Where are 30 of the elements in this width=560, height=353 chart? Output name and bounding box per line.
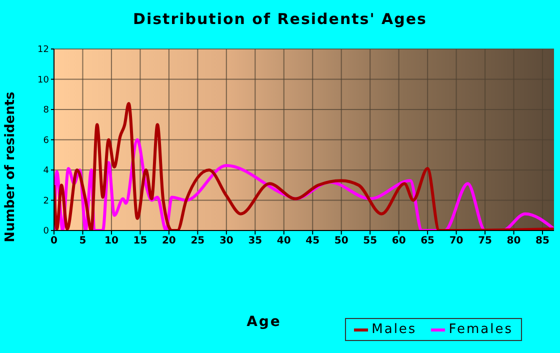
y-tick-label: 2: [43, 196, 49, 206]
x-tick-label: 45: [306, 236, 320, 247]
x-tick-label: 25: [190, 236, 205, 247]
legend-label: Females: [448, 322, 513, 337]
x-tick-label: 55: [363, 236, 378, 247]
x-tick-label: 60: [392, 236, 406, 247]
y-tick-label: 8: [43, 106, 50, 116]
y-tick-label: 4: [43, 166, 50, 176]
legend-label: Males: [372, 322, 417, 337]
x-tick-label: 70: [449, 236, 464, 247]
x-tick-label: 65: [420, 236, 435, 247]
y-axis-title: Number of residents: [3, 90, 19, 244]
y-tick-label: 6: [43, 136, 50, 146]
y-tick-label: 0: [43, 226, 50, 237]
x-tick-label: 85: [536, 236, 550, 247]
x-tick-label: 30: [219, 236, 234, 247]
x-tick-label: 35: [248, 236, 262, 247]
x-axis-title: Age: [246, 314, 282, 330]
x-tick-label: 0: [50, 236, 58, 247]
y-tick-label: 12: [38, 45, 49, 56]
x-tick-label: 20: [162, 236, 176, 247]
x-tick-label: 10: [104, 236, 118, 247]
x-tick-label: 40: [276, 236, 291, 247]
x-tick-label: 75: [478, 236, 492, 247]
chart-title: Distribution of Residents' Ages: [132, 10, 428, 28]
x-tick-label: 15: [133, 236, 148, 247]
x-tick-label: 80: [506, 236, 521, 247]
x-tick-label: 5: [79, 236, 86, 247]
y-tick-label: 10: [38, 75, 50, 86]
x-tick-label: 50: [334, 236, 348, 247]
